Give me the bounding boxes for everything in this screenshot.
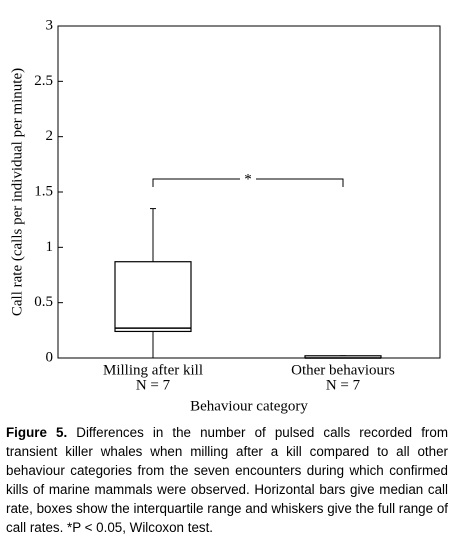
sample-size: N = 7: [136, 377, 171, 393]
caption-label: Figure 5.: [6, 425, 68, 440]
x-tick-label: Other behaviours: [291, 362, 395, 378]
y-axis-label: Call rate (calls per individual per minu…: [9, 68, 25, 316]
caption-text: Differences in the number of pulsed call…: [6, 425, 448, 535]
chart: Call rate (calls per individual per minu…: [9, 17, 441, 414]
x-tick-label: Milling after kill: [103, 362, 203, 378]
y-tick-label: 3: [46, 17, 54, 33]
significance-label: *: [244, 171, 252, 187]
y-tick-label: 2.5: [34, 73, 53, 89]
bracket-gap: [240, 172, 256, 186]
caption: Figure 5. Differences in the number of p…: [6, 423, 448, 537]
y-tick-label: 1.5: [34, 183, 53, 199]
y-tick-label: 0: [46, 349, 54, 365]
x-axis-label: Behaviour category: [190, 398, 308, 414]
box: [114, 261, 192, 333]
sample-size: N = 7: [326, 377, 361, 393]
y-tick-label: 1: [46, 239, 54, 255]
y-tick-label: 2: [46, 128, 54, 144]
y-tick-label: 0.5: [34, 294, 53, 310]
